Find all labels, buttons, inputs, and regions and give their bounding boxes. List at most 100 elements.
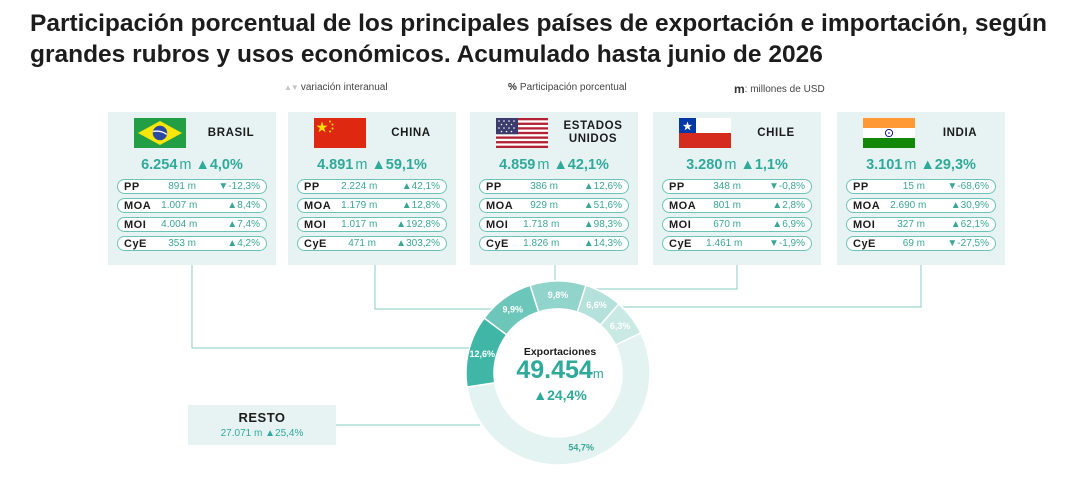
donut-total-unit: m — [592, 366, 604, 381]
row-key: PP — [304, 180, 320, 193]
legend-millions: m : millones de USD — [734, 82, 825, 96]
row-change: ▲98,3% — [583, 219, 622, 230]
row-key: MOA — [669, 199, 697, 212]
donut-slice-label: 9,9% — [502, 304, 523, 314]
donut-slice-resto — [466, 331, 651, 466]
row-change: ▲12,6% — [583, 181, 622, 192]
row-change: ▲2,8% — [772, 200, 805, 211]
row-change: ▼-68,6% — [947, 181, 989, 192]
row-change: ▲62,1% — [950, 219, 989, 230]
country-total: 3.101 m ▲29,3% — [837, 157, 1005, 173]
china-flag-icon — [314, 118, 366, 148]
donut-total: 49.454m — [480, 356, 640, 385]
row-key: PP — [124, 180, 140, 193]
country-card-china: CHINA 4.891 m ▲59,1% PP 2.224 m ▲42,1% MOA 1.… — [288, 112, 456, 265]
resto-value-line: 27.071 m ▲25,4% — [188, 428, 336, 439]
row-value: 929 m — [530, 200, 558, 211]
country-total: 6.254 m ▲4,0% — [108, 157, 276, 173]
row-pp: PP 348 m ▼-0,8% — [662, 179, 812, 194]
legend-variation: ▲▼ variación interanual — [284, 82, 388, 93]
row-value: 4.004 m — [161, 219, 198, 230]
donut-slice-label: 6,6% — [586, 300, 607, 310]
row-key: MOI — [669, 218, 692, 231]
row-moi: MOI 670 m ▲6,9% — [662, 217, 812, 232]
country-name: BRASIL — [207, 126, 255, 139]
row-value: 386 m — [530, 181, 558, 192]
country-total-change: ▲42,1% — [553, 157, 609, 173]
country-total-value: 3.280 — [686, 157, 723, 173]
row-key: MOA — [853, 199, 881, 212]
connector-china — [374, 265, 509, 310]
usa-flag-icon — [496, 118, 548, 148]
donut-slice-label: 12,6% — [470, 349, 496, 359]
row-change: ▲8,4% — [227, 200, 260, 211]
row-change: ▲14,3% — [583, 238, 622, 249]
row-cye: CyE 353 m ▲4,2% — [117, 236, 267, 251]
country-total-change: ▲4,0% — [195, 157, 243, 173]
triangle-icon: ▲▼ — [284, 83, 299, 92]
row-value: 327 m — [897, 219, 925, 230]
row-value: 670 m — [713, 219, 741, 230]
connector-india — [604, 265, 922, 308]
donut-slice-label: 54,7% — [568, 442, 594, 452]
row-value: 353 m — [168, 238, 196, 249]
row-moi: MOI 4.004 m ▲7,4% — [117, 217, 267, 232]
country-total-unit: m — [179, 157, 192, 173]
country-total-unit: m — [904, 157, 917, 173]
country-card-india: INDIA 3.101 m ▲29,3% PP 15 m ▼-68,6% MOA 2.69… — [837, 112, 1005, 265]
row-moa: MOA 1.007 m ▲8,4% — [117, 198, 267, 213]
resto-change: ▲25,4% — [265, 428, 304, 439]
row-change: ▲192,8% — [396, 219, 440, 230]
country-total-value: 6.254 — [141, 157, 178, 173]
legend-share-label: Participación porcentual — [519, 82, 627, 93]
row-key: MOA — [486, 199, 514, 212]
row-pp: PP 15 m ▼-68,6% — [846, 179, 996, 194]
row-key: CyE — [669, 237, 692, 250]
row-key: PP — [853, 180, 869, 193]
page-title: Participación porcentual de los principa… — [30, 10, 1048, 68]
row-key: MOI — [304, 218, 327, 231]
country-total-change: ▲1,1% — [740, 157, 788, 173]
row-value: 1.179 m — [341, 200, 378, 211]
row-key: MOA — [304, 199, 332, 212]
row-change: ▲303,2% — [396, 238, 440, 249]
row-key: MOI — [853, 218, 876, 231]
row-change: ▼-27,5% — [947, 238, 989, 249]
row-key: CyE — [853, 237, 876, 250]
row-value: 891 m — [168, 181, 196, 192]
country-total-value: 4.859 — [499, 157, 536, 173]
row-key: PP — [669, 180, 685, 193]
row-value: 2.690 m — [890, 200, 927, 211]
connector-brasil — [191, 265, 470, 349]
row-key: MOA — [124, 199, 152, 212]
country-total-value: 3.101 — [866, 157, 903, 173]
country-total: 4.891 m ▲59,1% — [288, 157, 456, 173]
row-cye: CyE 1.826 m ▲14,3% — [479, 236, 629, 251]
row-moa: MOA 929 m ▲51,6% — [479, 198, 629, 213]
row-change: ▲30,9% — [950, 200, 989, 211]
row-value: 1.017 m — [341, 219, 378, 230]
donut-label: Exportaciones — [523, 346, 597, 358]
row-cye: CyE 1.461 m ▼-1,9% — [662, 236, 812, 251]
donut-slice-china — [483, 284, 540, 336]
row-change: ▲12,8% — [401, 200, 440, 211]
row-key: CyE — [304, 237, 327, 250]
country-total-unit: m — [724, 157, 737, 173]
country-total-change: ▲59,1% — [371, 157, 427, 173]
row-moa: MOA 801 m ▲2,8% — [662, 198, 812, 213]
row-key: MOI — [124, 218, 147, 231]
row-change: ▲4,2% — [227, 238, 260, 249]
row-value: 1.718 m — [523, 219, 560, 230]
row-moi: MOI 1.718 m ▲98,3% — [479, 217, 629, 232]
row-pp: PP 2.224 m ▲42,1% — [297, 179, 447, 194]
row-value: 69 m — [902, 238, 925, 249]
country-total-value: 4.891 — [317, 157, 354, 173]
row-key: PP — [486, 180, 502, 193]
donut-slice-label: 9,8% — [548, 290, 569, 300]
row-cye: CyE 69 m ▼-27,5% — [846, 236, 996, 251]
resto-name: RESTO — [238, 410, 286, 425]
percent-icon: % — [508, 82, 517, 93]
row-value: 471 m — [348, 238, 376, 249]
row-value: 1.461 m — [706, 238, 743, 249]
brazil-flag-icon — [134, 118, 186, 148]
